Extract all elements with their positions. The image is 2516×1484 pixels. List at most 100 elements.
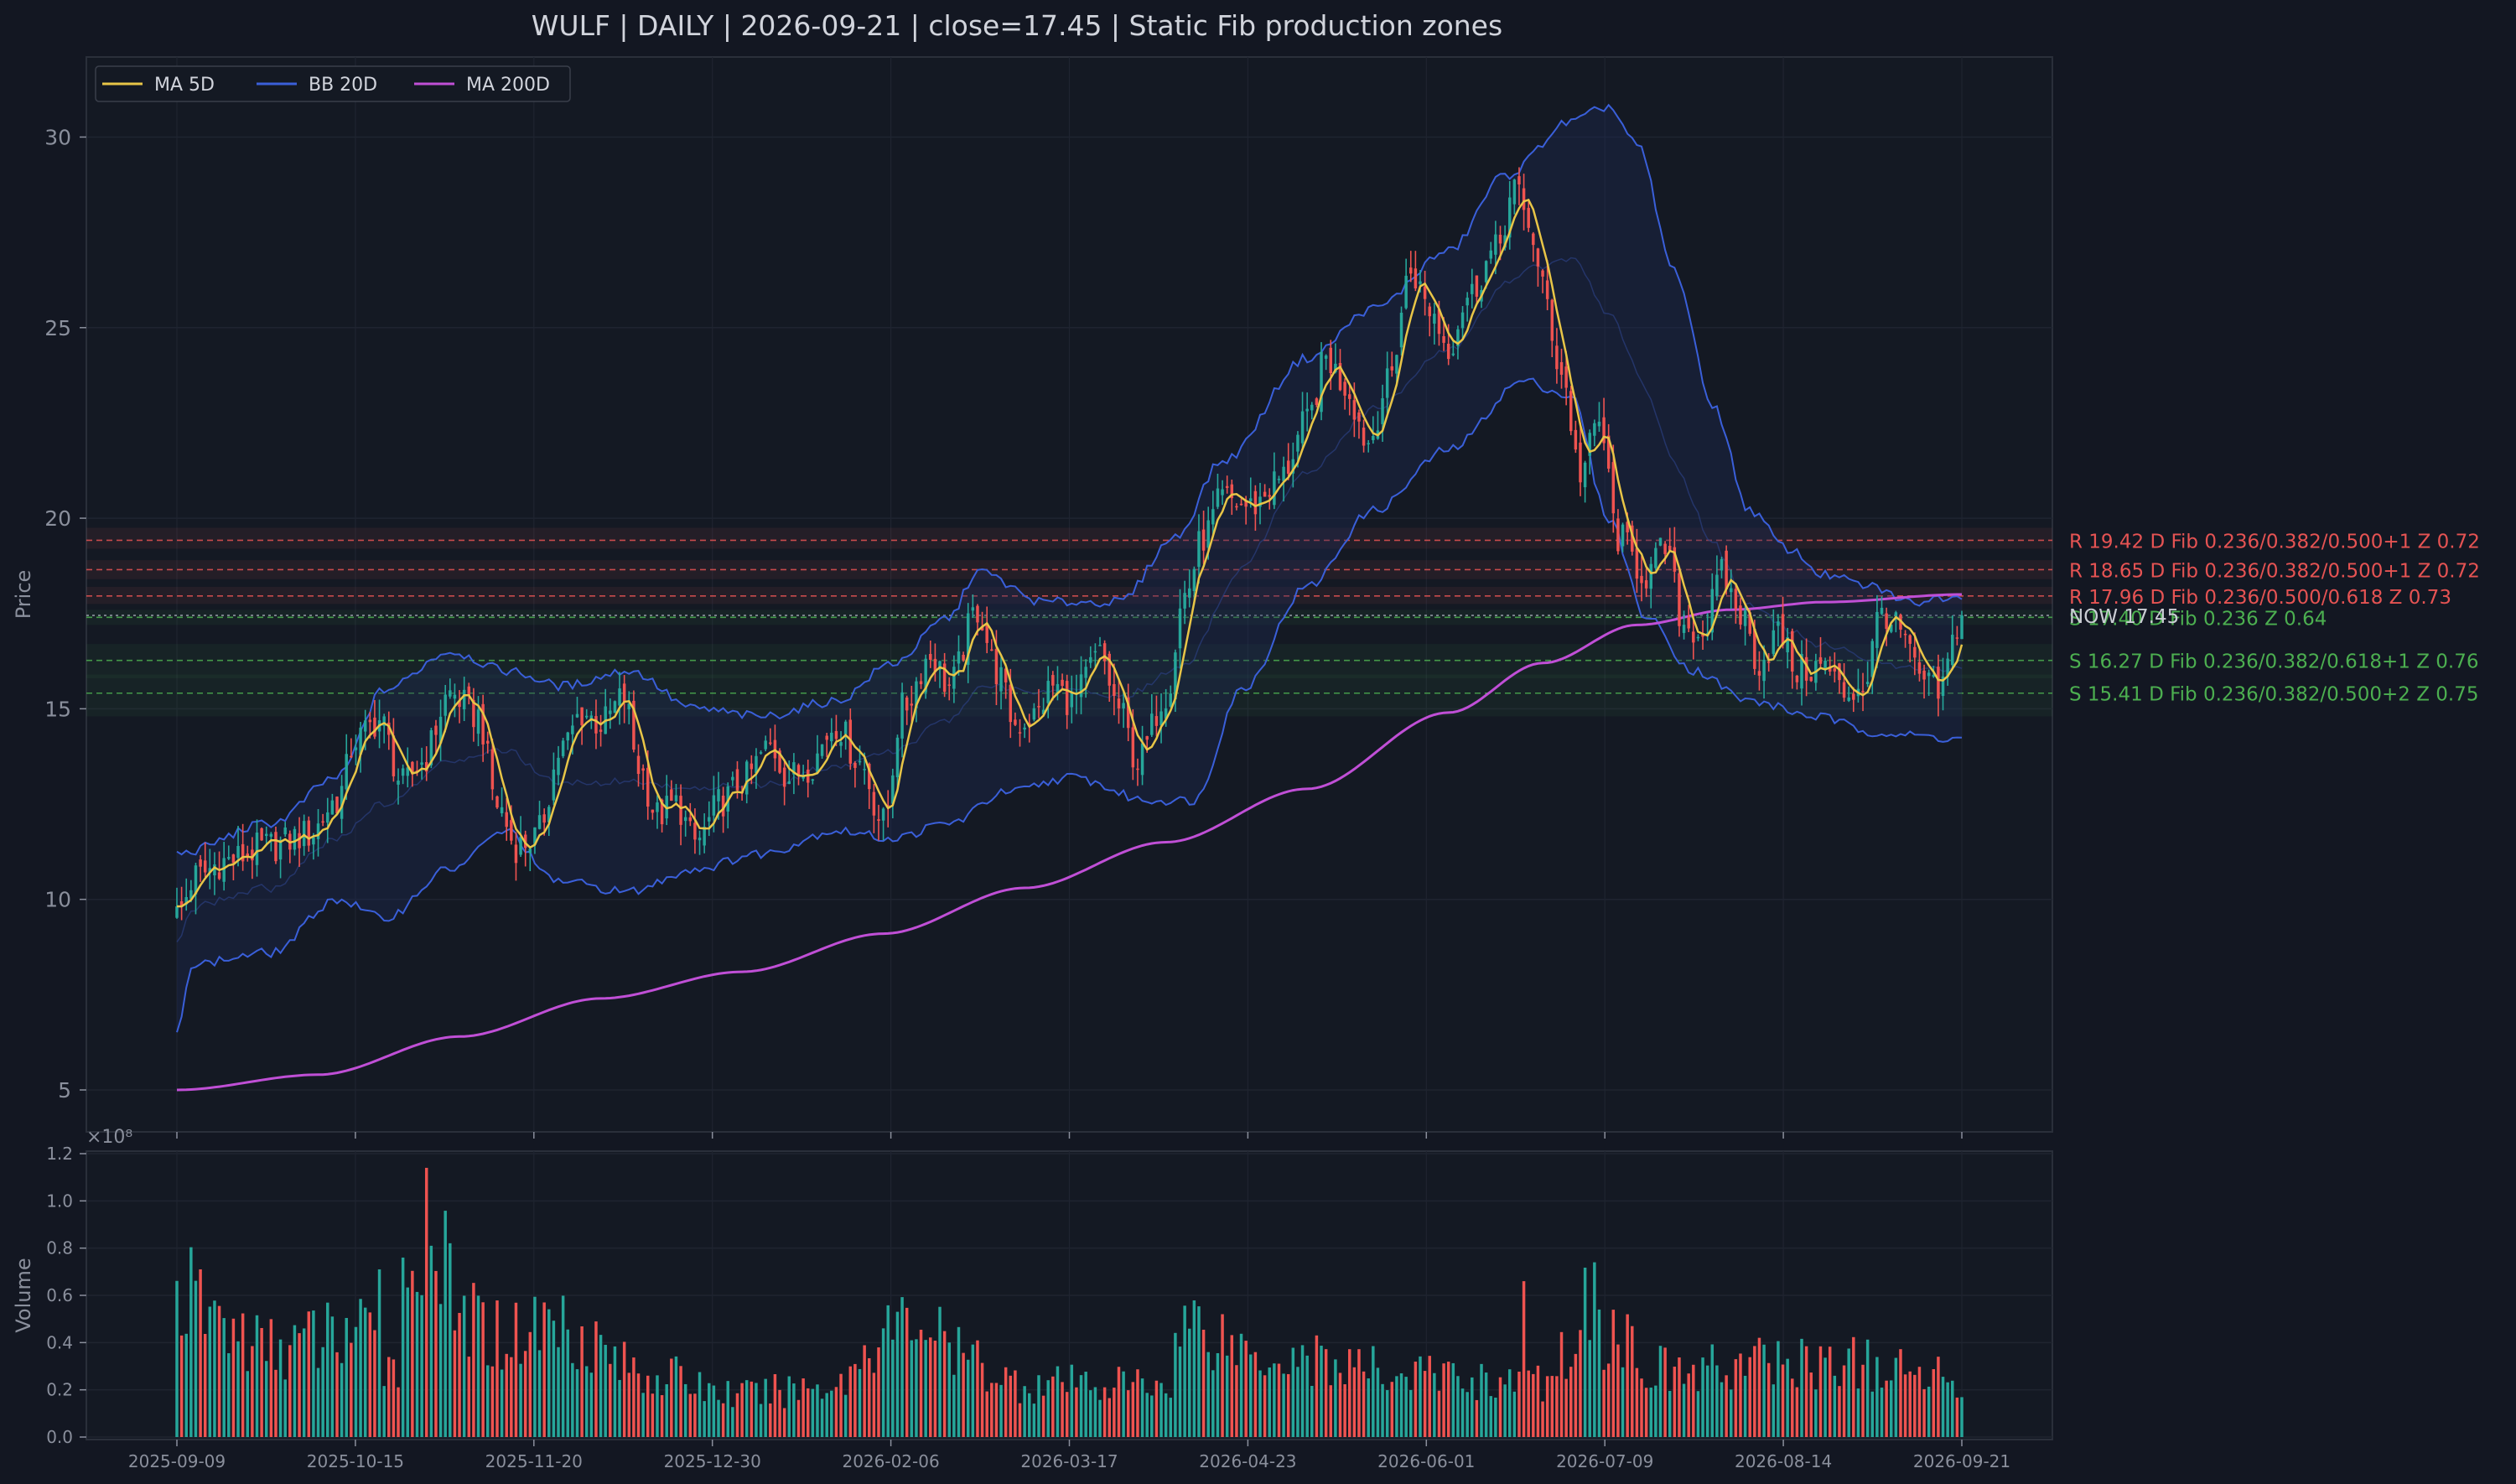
candle — [1282, 456, 1285, 502]
candle — [1428, 303, 1431, 337]
x-tick-label: 2026-09-21 — [1913, 1451, 2010, 1471]
candle-body — [843, 721, 848, 734]
volume-tick-label: 0.0 — [46, 1427, 73, 1447]
candle — [1098, 636, 1102, 646]
volume-bar — [1663, 1347, 1667, 1437]
volume-bar — [1169, 1398, 1173, 1437]
candle — [453, 683, 457, 718]
volume-bar — [599, 1335, 603, 1437]
candle-body — [1541, 270, 1544, 277]
candle-body — [368, 719, 372, 723]
legend-label: MA 200D — [466, 75, 550, 96]
volume-bar — [429, 1245, 433, 1437]
candle-body — [1475, 275, 1479, 297]
candle-body — [1235, 506, 1238, 508]
volume-bar — [575, 1369, 579, 1437]
candle-body — [1880, 607, 1884, 615]
candle-body — [1159, 711, 1163, 726]
candle-body — [1117, 698, 1121, 708]
candle-body — [1611, 462, 1616, 514]
volume-bar — [1084, 1372, 1087, 1437]
candle-body — [1338, 362, 1342, 391]
candle-body — [976, 605, 979, 623]
volume-bar — [929, 1337, 932, 1437]
candle — [693, 808, 697, 854]
candle-body — [1937, 667, 1940, 699]
volume-bar — [330, 1316, 335, 1437]
volume-bar — [438, 1304, 443, 1437]
volume-bar — [816, 1384, 819, 1437]
candle-body — [1532, 233, 1535, 246]
volume-bar — [1253, 1352, 1258, 1437]
volume-bar — [744, 1380, 749, 1437]
candle — [260, 827, 263, 841]
candle-body — [796, 765, 801, 776]
volume-bar — [703, 1401, 706, 1437]
candle-body — [298, 833, 301, 848]
candle — [552, 752, 556, 806]
candle — [1644, 568, 1648, 598]
candle-body — [462, 689, 466, 710]
volume-bar — [1300, 1345, 1305, 1437]
candle — [1334, 343, 1337, 374]
volume-bar — [708, 1383, 711, 1437]
candle-body — [1545, 280, 1549, 299]
candle — [999, 655, 1003, 710]
candle — [434, 719, 438, 755]
candle — [316, 809, 320, 857]
candle-body — [1804, 656, 1808, 681]
candle-body — [971, 607, 975, 611]
candle — [373, 699, 376, 739]
candle-body — [1668, 545, 1672, 551]
volume-bar — [1682, 1383, 1686, 1437]
candle — [1730, 569, 1733, 610]
volume-bar — [1894, 1357, 1898, 1437]
candle-body — [1786, 637, 1789, 652]
resistance-zone-label: R 18.65 D Fib 0.236/0.382/0.500+1 Z 0.72 — [2069, 560, 2480, 582]
candle-body — [717, 789, 720, 802]
candle — [350, 738, 353, 759]
volume-bar — [1159, 1383, 1163, 1437]
volume-bar — [1014, 1370, 1017, 1437]
candle-body — [1517, 176, 1521, 184]
volume-bar — [1626, 1314, 1629, 1437]
fib-zones — [86, 527, 2052, 717]
volume-bar — [1536, 1365, 1540, 1437]
volume-bar — [1079, 1375, 1083, 1437]
volume-bar — [222, 1318, 226, 1437]
candle-body — [557, 757, 560, 776]
volume-bar — [1555, 1376, 1559, 1437]
candle — [1631, 521, 1634, 556]
candle-body — [307, 820, 311, 846]
candle — [467, 682, 471, 705]
candle-body — [1908, 635, 1912, 644]
volume-bar — [1922, 1388, 1926, 1437]
candle — [1466, 292, 1469, 322]
candle — [853, 760, 857, 788]
candle-body — [651, 809, 655, 813]
candle-body — [1762, 659, 1766, 682]
candle-body — [1692, 631, 1695, 643]
volume-bar — [1320, 1346, 1323, 1437]
candle-body — [1178, 608, 1182, 649]
candle-body — [1300, 411, 1305, 444]
candle — [1300, 392, 1305, 449]
candle-body — [401, 768, 405, 776]
support-zone-label: S 15.41 D Fib 0.236/0.382/0.500+2 Z 0.75 — [2069, 684, 2478, 706]
candle — [1150, 693, 1154, 738]
volume-bar — [971, 1344, 975, 1437]
volume-bar — [1908, 1371, 1912, 1437]
candle — [307, 816, 311, 852]
volume-bar — [1814, 1389, 1818, 1437]
volume-bar — [1216, 1352, 1220, 1437]
volume-bar — [1385, 1390, 1389, 1437]
candle-body — [1522, 188, 1526, 210]
candle-body — [453, 694, 457, 699]
candle-body — [1471, 283, 1474, 294]
volume-bar — [1282, 1373, 1285, 1437]
volume-bar — [274, 1369, 278, 1437]
volume-bar — [674, 1356, 678, 1437]
candle — [330, 793, 335, 815]
candle-body — [1136, 768, 1139, 771]
volume-bar — [1640, 1378, 1643, 1437]
